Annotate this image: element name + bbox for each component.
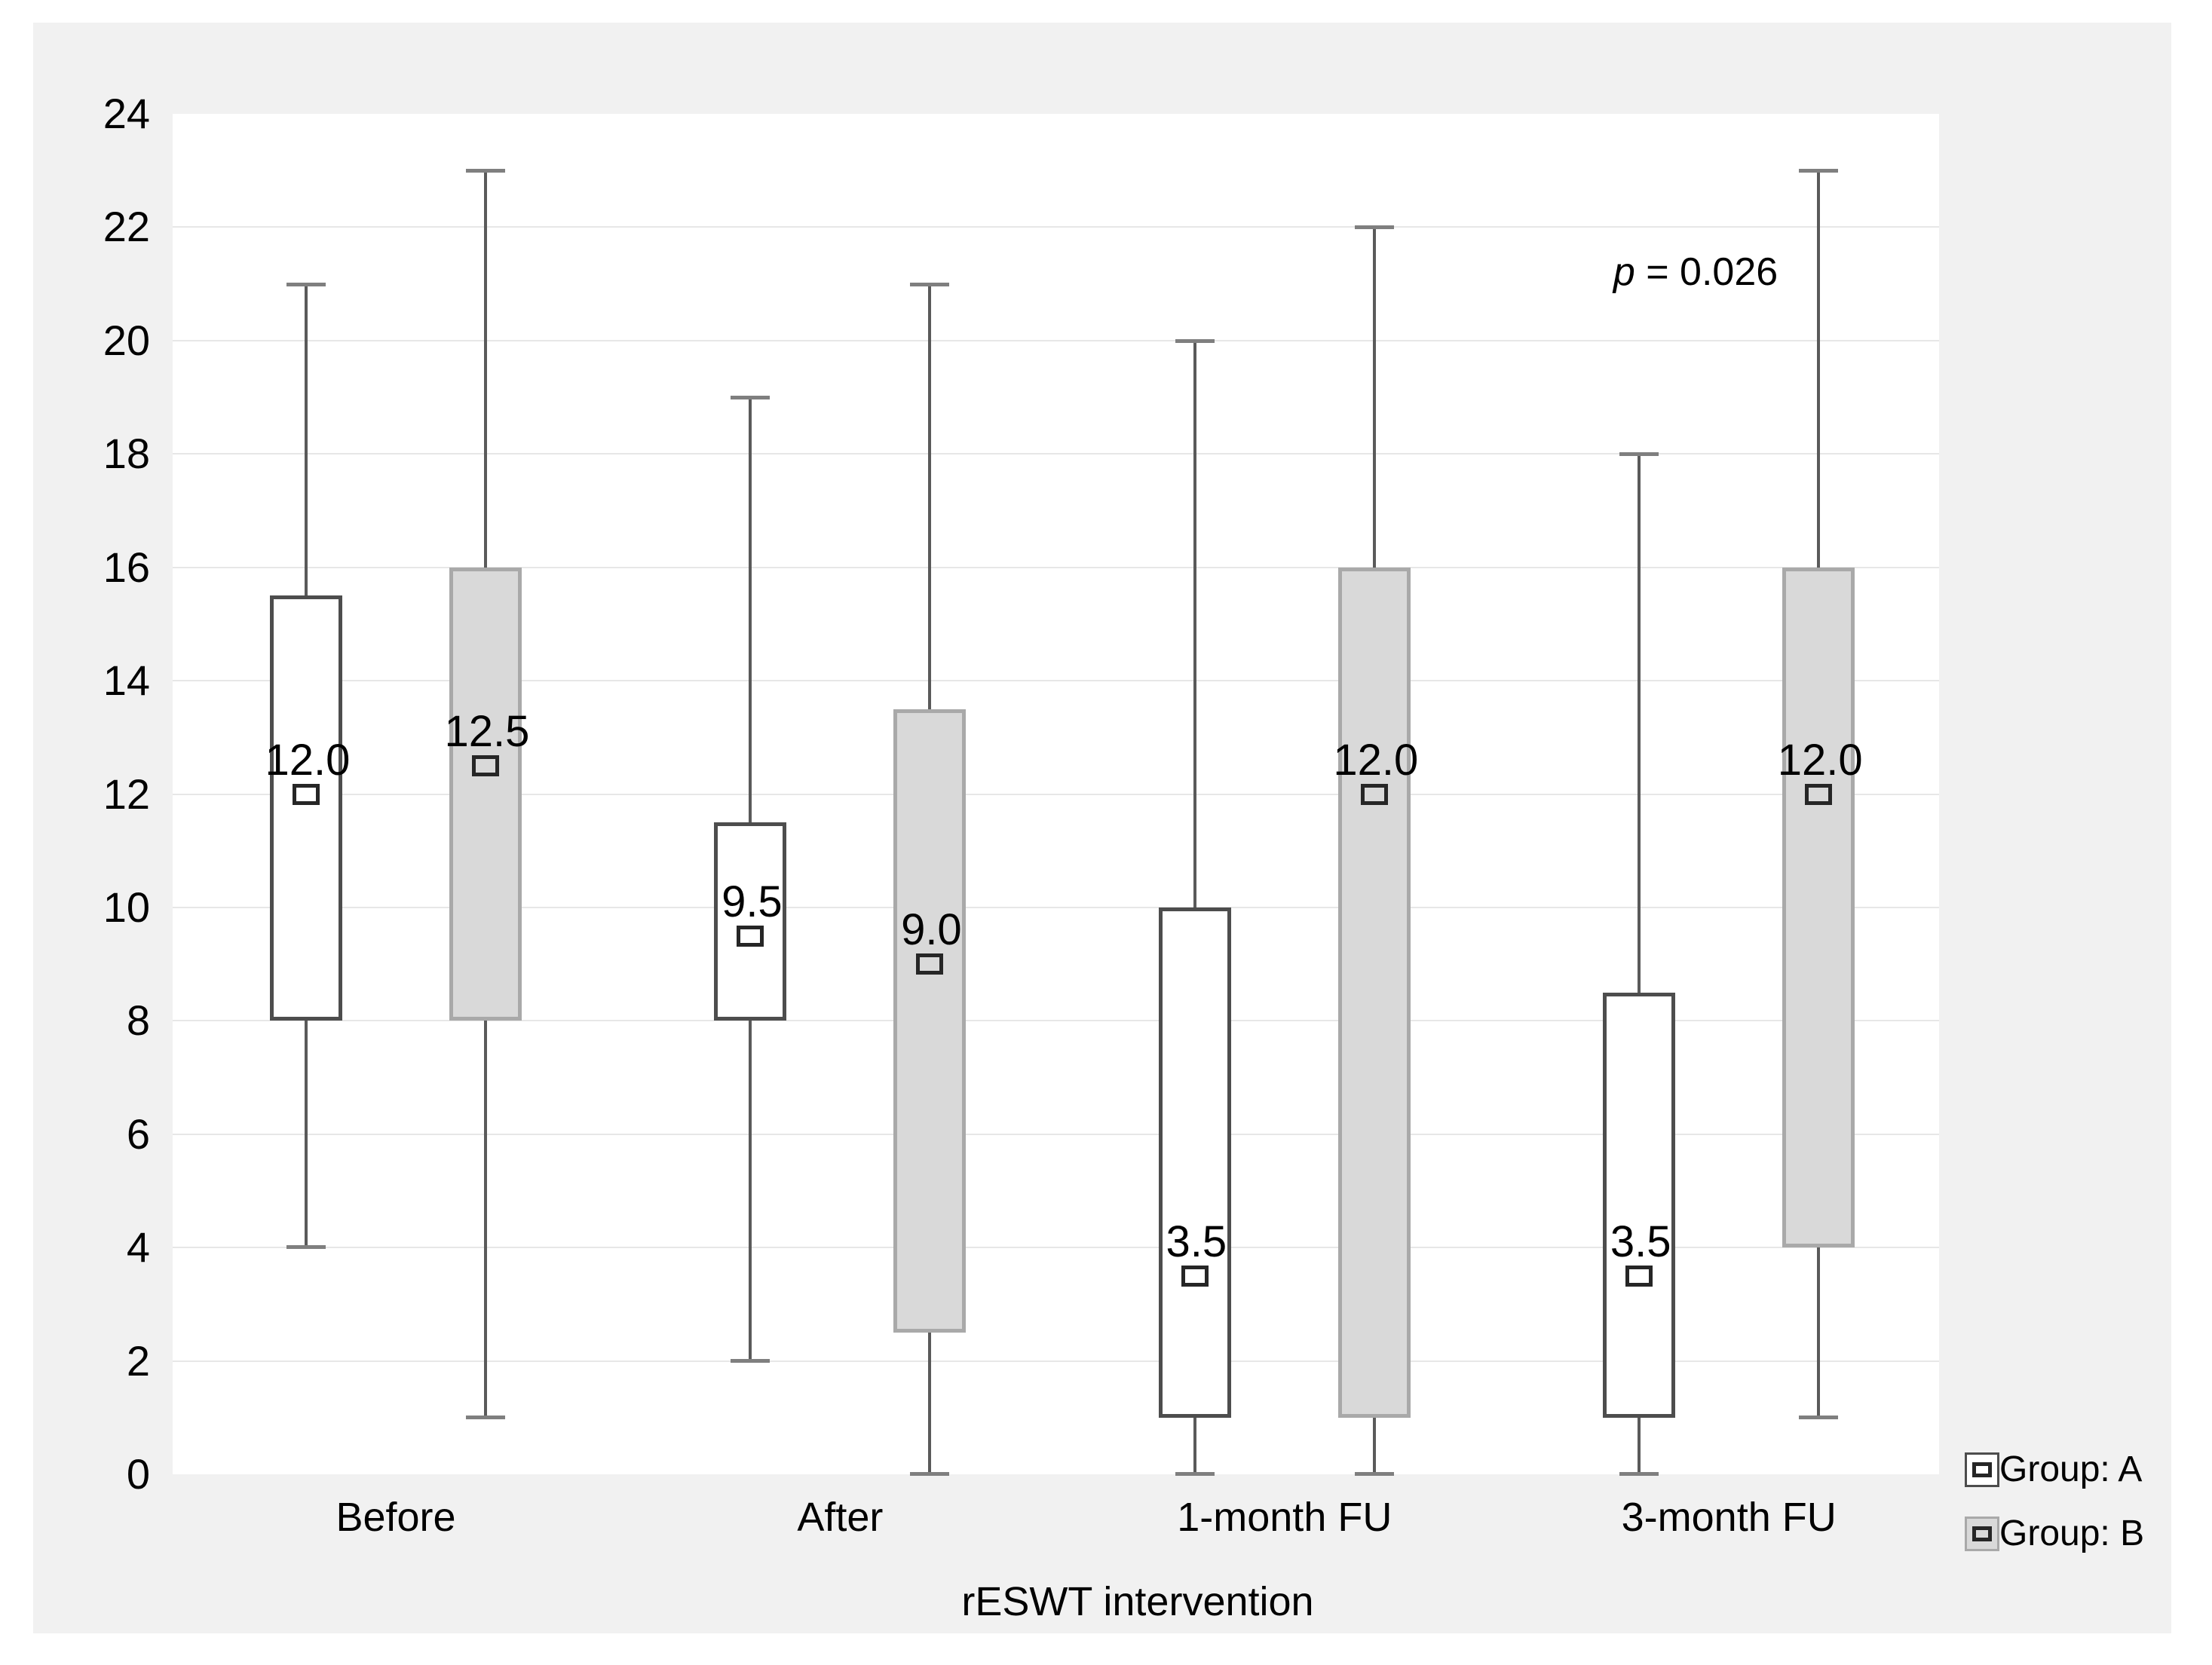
whisker-cap-bottom bbox=[731, 1358, 771, 1363]
whisker-cap-top bbox=[1175, 338, 1215, 343]
gridline bbox=[173, 1020, 1939, 1022]
x-tick-label: Before bbox=[335, 1495, 456, 1540]
p-value-annotation: p = 0.026 bbox=[1500, 251, 1892, 293]
median-marker-icon bbox=[1360, 783, 1388, 805]
median-value-label: 9.5 bbox=[722, 877, 783, 926]
gridline bbox=[173, 453, 1939, 455]
p-value-text: = 0.026 bbox=[1634, 250, 1778, 294]
y-tick-label: 2 bbox=[126, 1336, 150, 1385]
gridline bbox=[173, 1133, 1939, 1135]
median-marker-icon bbox=[472, 754, 499, 776]
median-marker-icon bbox=[293, 783, 320, 805]
median-value-label: 3.5 bbox=[1610, 1217, 1671, 1266]
x-axis-title: rESWT intervention bbox=[961, 1579, 1314, 1624]
whisker-cap-top bbox=[1619, 452, 1659, 457]
median-marker-icon bbox=[737, 925, 764, 947]
whisker-cap-top bbox=[286, 282, 326, 286]
y-tick-label: 20 bbox=[103, 316, 150, 364]
whisker-cap-bottom bbox=[1354, 1472, 1394, 1476]
median-value-label: 12.0 bbox=[265, 735, 351, 785]
gridline bbox=[173, 1247, 1939, 1249]
whisker-cap-bottom bbox=[1799, 1415, 1839, 1419]
legend-label-group-a: Group: A bbox=[1999, 1449, 2143, 1489]
whisker-cap-top bbox=[910, 282, 950, 286]
median-value-label: 12.0 bbox=[1333, 735, 1419, 785]
box-iqr bbox=[1158, 907, 1231, 1418]
box-iqr bbox=[1337, 567, 1411, 1418]
median-value-label: 3.5 bbox=[1166, 1217, 1227, 1266]
y-tick-label: 14 bbox=[103, 657, 150, 705]
chart-panel: 12.0 9.5 3.5 3.5 12.5 9.0 12.0 12.0 0 2 4 6 8 10 12 14… bbox=[33, 23, 2171, 1633]
median-marker-icon bbox=[916, 953, 944, 975]
y-tick-label: 0 bbox=[126, 1450, 150, 1498]
y-tick-label: 24 bbox=[103, 90, 150, 137]
legend-item-group-b: Group: B bbox=[1965, 1513, 2145, 1553]
legend-label-group-b: Group: B bbox=[1999, 1513, 2145, 1553]
y-tick-label: 12 bbox=[103, 770, 150, 818]
whisker-cap-top bbox=[466, 169, 505, 173]
median-marker-icon bbox=[1972, 1526, 1992, 1541]
box-iqr bbox=[449, 567, 522, 1021]
whisker-cap-top bbox=[731, 396, 771, 400]
y-tick-label: 6 bbox=[126, 1109, 150, 1158]
box-whisker-line bbox=[1638, 454, 1641, 1474]
box-iqr bbox=[893, 709, 967, 1333]
p-symbol: p bbox=[1613, 250, 1635, 294]
median-value-label: 12.0 bbox=[1777, 735, 1863, 785]
gridline bbox=[173, 1360, 1939, 1362]
box-iqr bbox=[270, 595, 342, 1021]
y-tick-label: 18 bbox=[103, 430, 150, 478]
box-iqr bbox=[1782, 567, 1855, 1248]
x-tick-label: 1-month FU bbox=[1177, 1495, 1392, 1540]
plot-area: 12.0 9.5 3.5 3.5 12.5 9.0 12.0 12.0 bbox=[173, 114, 1939, 1476]
median-marker-icon bbox=[1805, 783, 1833, 805]
whisker-cap-bottom bbox=[286, 1245, 326, 1250]
y-tick-label: 16 bbox=[103, 543, 150, 591]
y-tick-label: 10 bbox=[103, 883, 150, 931]
median-marker-icon bbox=[1972, 1462, 1992, 1477]
gridline bbox=[173, 566, 1939, 568]
median-marker-icon bbox=[1625, 1265, 1653, 1287]
y-tick-label: 8 bbox=[126, 996, 150, 1045]
legend: Group: A Group: B bbox=[1965, 1452, 2144, 1581]
box-iqr bbox=[1603, 992, 1676, 1418]
gridline bbox=[173, 793, 1939, 795]
y-tick-label: 4 bbox=[126, 1223, 150, 1272]
y-tick-label: 22 bbox=[103, 203, 150, 251]
gridline bbox=[173, 226, 1939, 228]
whisker-cap-top bbox=[1354, 225, 1394, 230]
legend-item-group-a: Group: A bbox=[1965, 1449, 2144, 1489]
x-tick-label: After bbox=[797, 1495, 884, 1540]
gridline bbox=[173, 906, 1939, 908]
legend-swatch-group-a-icon bbox=[1965, 1452, 1999, 1487]
median-value-label: 9.0 bbox=[901, 905, 962, 955]
whisker-cap-bottom bbox=[1175, 1472, 1215, 1476]
box-iqr bbox=[714, 822, 787, 1021]
whisker-cap-bottom bbox=[466, 1415, 505, 1419]
x-tick-label: 3-month FU bbox=[1621, 1495, 1837, 1540]
median-marker-icon bbox=[1181, 1265, 1209, 1287]
legend-swatch-group-b-icon bbox=[1965, 1517, 1999, 1551]
gridline bbox=[173, 339, 1939, 341]
whisker-cap-bottom bbox=[910, 1472, 950, 1476]
whisker-cap-top bbox=[1799, 169, 1839, 173]
gridline bbox=[173, 680, 1939, 682]
median-value-label: 12.5 bbox=[444, 706, 530, 756]
whisker-cap-bottom bbox=[1619, 1472, 1659, 1476]
